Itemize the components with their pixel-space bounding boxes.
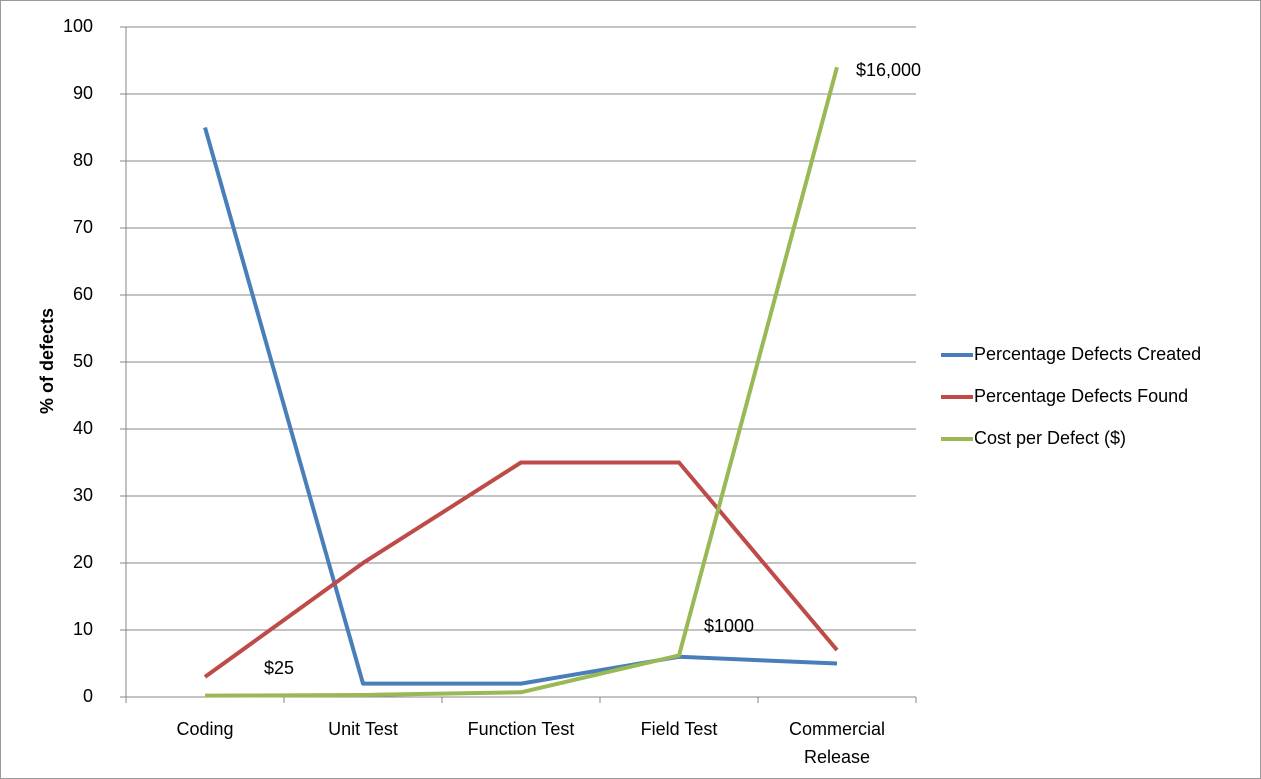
y-tick-label: 100 (63, 16, 93, 36)
y-tick-label: 30 (73, 485, 93, 505)
legend-label: Cost per Defect ($) (974, 428, 1126, 448)
data-line (203, 126, 838, 686)
annotation: $1000 (704, 616, 754, 636)
x-tick-label: Field Test (640, 719, 718, 739)
y-tick-label: 80 (73, 150, 93, 170)
x-tick-label: Commercial Release (788, 719, 885, 767)
y-axis-label: % of defects (37, 308, 57, 414)
y-tick-label: 70 (73, 217, 93, 237)
legend-label: Percentage Defects Created (974, 344, 1201, 364)
x-tick-label: Function Test (467, 719, 575, 739)
data-line (204, 66, 839, 698)
data-line (203, 460, 839, 679)
annotation: $16,000 (856, 60, 921, 80)
y-tick-label: 20 (73, 552, 93, 572)
y-tick-label: 0 (83, 686, 93, 706)
legend-label: Percentage Defects Found (974, 386, 1188, 406)
annotation: $25 (264, 658, 294, 678)
y-tick-label: 60 (73, 284, 93, 304)
x-tick-label: Coding (176, 719, 234, 739)
y-tick-label: 40 (73, 418, 93, 438)
y-tick-label: 90 (73, 83, 93, 103)
y-tick-label: 50 (73, 351, 93, 371)
y-tick-label: 10 (73, 619, 93, 639)
x-tick-label: Unit Test (328, 719, 398, 739)
